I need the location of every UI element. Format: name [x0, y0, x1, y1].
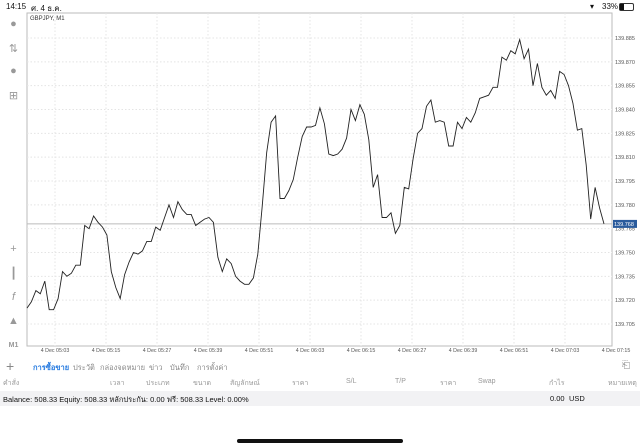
trade-icon[interactable]: ⇅: [8, 42, 19, 55]
y-tick-label: 139.825: [615, 131, 635, 137]
x-tick-label: 4 Dec 05:51: [245, 348, 274, 354]
y-tick-label: 139.765: [615, 227, 635, 233]
column-tp: T/P: [395, 378, 406, 385]
current-price-tag: [613, 219, 637, 228]
layout-icon[interactable]: ⎗: [622, 360, 630, 371]
battery-icon: [619, 3, 634, 11]
x-tick-label: 4 Dec 07:15: [602, 348, 631, 354]
y-tick-label: 139.795: [615, 179, 635, 185]
column-symbol: สัญลักษณ์: [230, 380, 260, 387]
chart-frame: [26, 12, 613, 347]
y-tick-label: 139.735: [615, 274, 635, 280]
current-price-label: 139.768: [614, 222, 634, 228]
x-tick-label: 4 Dec 05:39: [194, 348, 223, 354]
profit-total: 0.00: [550, 394, 565, 403]
column-profit: กำไร: [549, 380, 565, 387]
add-icon[interactable]: +: [6, 358, 15, 374]
x-tick-label: 4 Dec 05:15: [92, 348, 121, 354]
x-tick-label: 4 Dec 05:03: [41, 348, 70, 354]
x-tick-label: 4 Dec 06:03: [296, 348, 325, 354]
y-tick-label: 139.780: [615, 203, 635, 209]
y-tick-label: 139.810: [615, 155, 635, 161]
column-time: เวลา: [110, 380, 125, 387]
x-tick-label: 4 Dec 06:27: [398, 348, 427, 354]
function-icon[interactable]: f: [11, 291, 16, 303]
x-tick-label: 4 Dec 05:27: [143, 348, 172, 354]
objects-icon[interactable]: ▲: [8, 315, 19, 327]
status-time: 14:15: [6, 2, 27, 11]
price-series-line: [26, 37, 605, 311]
tab-news[interactable]: ข่าว: [149, 363, 163, 372]
y-tick-label: 139.855: [615, 84, 635, 90]
column-order: คำสั่ง: [3, 380, 20, 387]
column-swap: Swap: [478, 378, 496, 385]
column-sl: S/L: [346, 378, 357, 385]
x-tick-label: 4 Dec 06:15: [347, 348, 376, 354]
price-chart[interactable]: 139.885 139.870 139.855 139.840 139.825 139.8…: [0, 0, 640, 360]
column-type: ประเภท: [146, 380, 170, 387]
y-tick-label: 139.750: [615, 251, 635, 257]
tab-history[interactable]: ประวัติ: [73, 363, 95, 372]
wifi-icon: ▾: [590, 2, 595, 11]
y-tick-label: 139.870: [615, 60, 635, 66]
balance-row: Balance: 508.33 Equity: 508.33 หลักประกั…: [0, 391, 640, 406]
balance-text: Balance: 508.33 Equity: 508.33 หลักประกั…: [3, 395, 249, 404]
x-tick-label: 4 Dec 06:51: [500, 348, 529, 354]
column-price: ราคา: [292, 380, 309, 387]
battery-percent: 33%: [602, 2, 619, 11]
symbol-label: GBPJPY, M1: [30, 16, 65, 22]
crosshair-icon[interactable]: +: [10, 243, 17, 255]
tab-mailbox[interactable]: กล่องจดหมาย: [100, 363, 146, 372]
y-tick-label: 139.720: [615, 298, 635, 304]
tab-settings[interactable]: การตั้งค่า: [197, 363, 228, 372]
tab-journal[interactable]: บันทึก: [170, 363, 190, 372]
column-volume: ขนาด: [193, 380, 212, 387]
y-tick-label: 139.705: [615, 322, 635, 328]
home-indicator[interactable]: [237, 439, 403, 443]
timeframe-button[interactable]: M1: [8, 341, 19, 349]
y-tick-label: 139.885: [615, 36, 635, 42]
status-date: ศ. 4 ธ.ค.: [31, 4, 62, 13]
chat-icon[interactable]: ●: [10, 65, 17, 77]
column-comment: หมายเหตุ: [608, 380, 637, 387]
column-current-price: ราคา: [440, 380, 457, 387]
account-icon[interactable]: ●: [10, 18, 17, 30]
tab-trade[interactable]: การซื้อขาย: [33, 363, 70, 372]
new-document-icon[interactable]: ⊞: [8, 89, 19, 102]
x-tick-label: 4 Dec 07:03: [551, 348, 580, 354]
x-tick-label: 4 Dec 06:39: [449, 348, 478, 354]
y-tick-label: 139.840: [615, 108, 635, 114]
indicators-icon[interactable]: ┃: [10, 267, 17, 280]
currency: USD: [569, 394, 585, 403]
